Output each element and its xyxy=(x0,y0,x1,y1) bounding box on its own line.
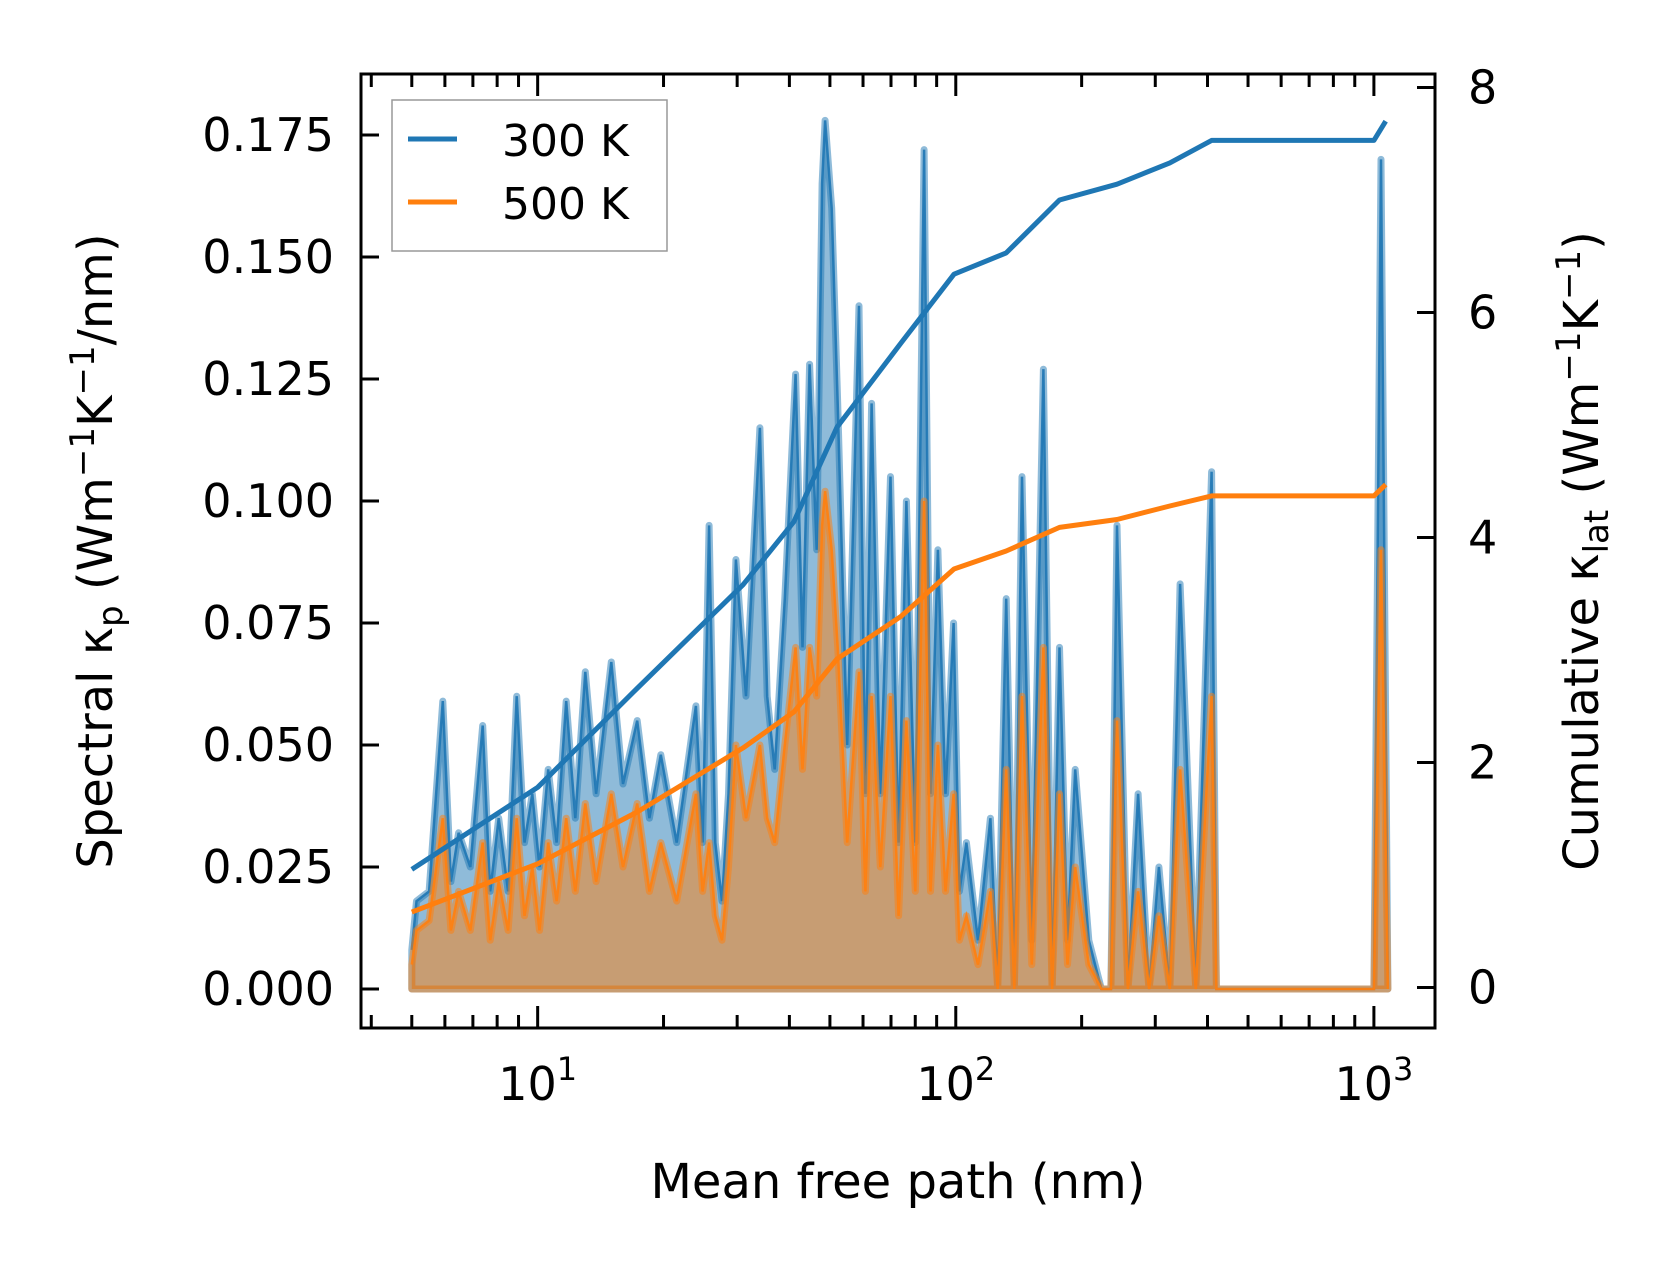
y2-tick-label: 4 xyxy=(1468,511,1497,565)
y-tick-label: 0.175 xyxy=(202,108,334,162)
cumulative-line-300k xyxy=(410,119,1388,872)
y-tick-label: 0.125 xyxy=(202,352,334,406)
x-tick-label: 103 xyxy=(1334,1050,1413,1111)
y-tick-label: 0.100 xyxy=(202,474,334,528)
axis-ticks: 101 102 1030.0000.0250.0500.0750.1000.1250… xyxy=(202,61,1497,1112)
x-tick-exponent: 1 xyxy=(557,1050,577,1088)
legend-label-500k: 500 K xyxy=(502,179,630,230)
y2-tick-label: 0 xyxy=(1468,961,1497,1015)
x-tick-label: 101 xyxy=(498,1050,577,1111)
x-tick-base: 10 xyxy=(498,1057,557,1111)
y-tick-label: 0.000 xyxy=(202,962,334,1016)
y2-tick-label: 8 xyxy=(1468,61,1497,115)
legend-label-300k: 300 K xyxy=(502,116,630,167)
y-tick-label: 0.150 xyxy=(202,230,334,284)
legend: 300 K 500 K xyxy=(391,99,668,252)
y2-tick-label: 2 xyxy=(1468,736,1497,790)
x-tick-exponent: 2 xyxy=(975,1050,995,1088)
y2-axis-label: Cumulative κlat (Wm−1K−1) xyxy=(1549,231,1617,871)
x-axis-label: Mean free path (nm) xyxy=(651,1154,1146,1210)
x-tick-base: 10 xyxy=(1334,1057,1393,1111)
x-tick-base: 10 xyxy=(916,1057,975,1111)
spectral-line-500k xyxy=(410,491,1390,991)
y-axis-label: Spectral κp (Wm−1K−1/nm) xyxy=(63,233,131,868)
y-tick-label: 0.075 xyxy=(202,596,334,650)
x-tick-exponent: 3 xyxy=(1393,1050,1413,1088)
data-lines xyxy=(410,119,1388,915)
y2-tick-label: 6 xyxy=(1468,286,1497,340)
legend-box xyxy=(391,99,668,252)
y-tick-label: 0.050 xyxy=(202,718,334,772)
plot-frame xyxy=(359,72,1437,1030)
spectral-fills xyxy=(408,116,1392,993)
cumulative-line-500k xyxy=(410,482,1388,915)
x-tick-label: 102 xyxy=(916,1050,995,1111)
y-tick-label: 0.025 xyxy=(202,840,334,894)
